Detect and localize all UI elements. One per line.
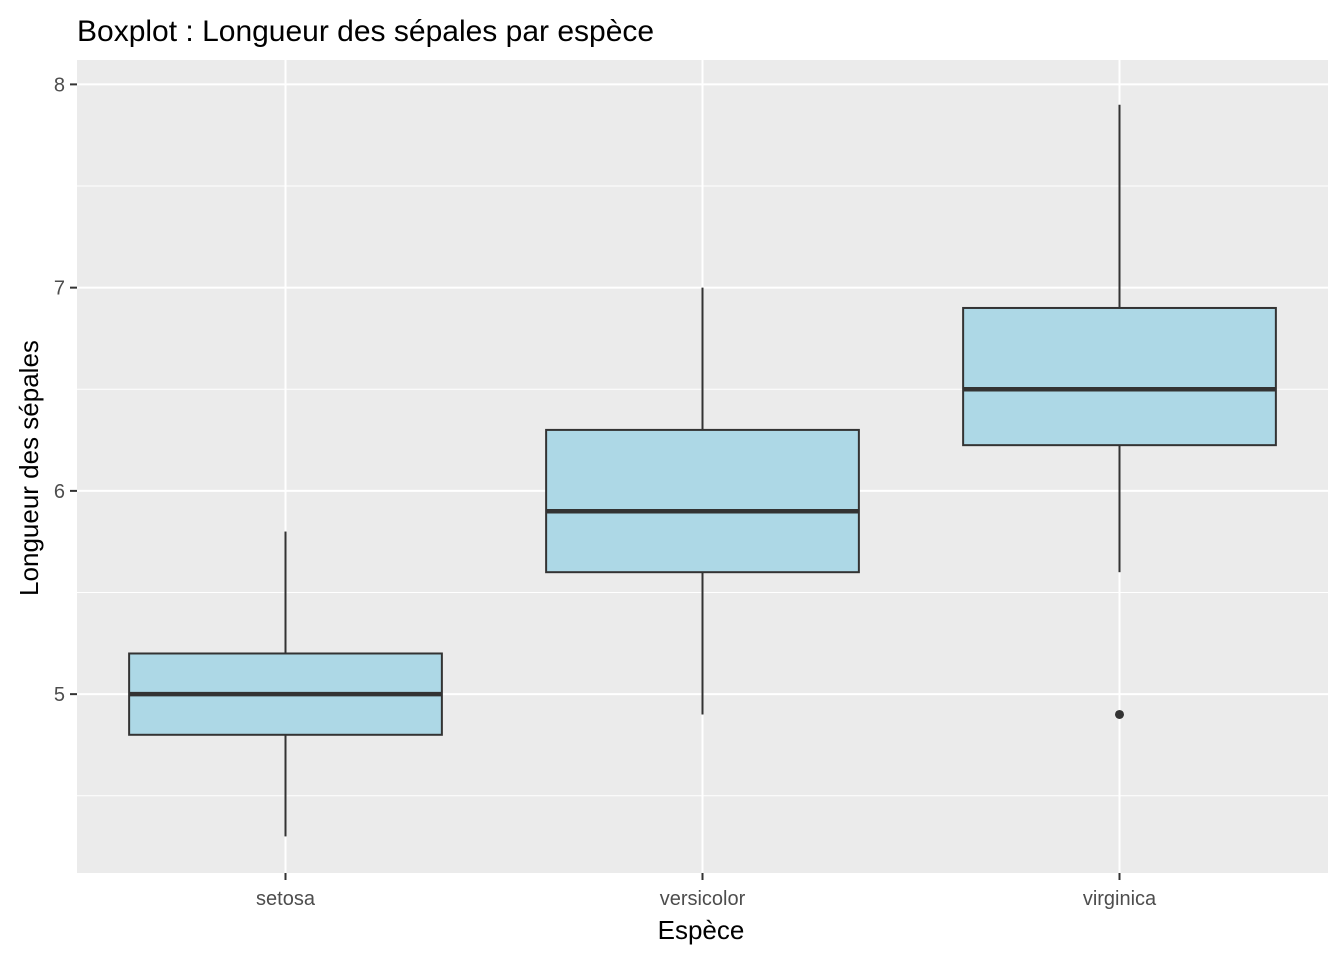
axes: 5 6 7 8 setosa versicolor virginica [54, 74, 1157, 910]
iqr-box [962, 306, 1277, 447]
y-tick-label: 6 [54, 481, 65, 503]
x-tick-label: setosa [256, 888, 316, 910]
box-virginica [962, 104, 1277, 719]
chart-title: Boxplot : Longueur des sépales par espèc… [77, 15, 654, 48]
x-tick-label: versicolor [660, 888, 746, 910]
y-axis-title: Longueur des sépales [14, 340, 44, 596]
box-versicolor [545, 287, 860, 715]
iqr-box [545, 428, 860, 574]
y-tick-label: 7 [54, 278, 65, 300]
outlier-point [1115, 709, 1124, 719]
x-axis-title: Espèce [658, 915, 745, 945]
x-tick-label: virginica [1083, 888, 1157, 910]
boxes [128, 104, 1277, 837]
box-setosa [128, 531, 443, 837]
y-tick-label: 8 [54, 74, 65, 96]
y-tick-label: 5 [54, 684, 65, 706]
